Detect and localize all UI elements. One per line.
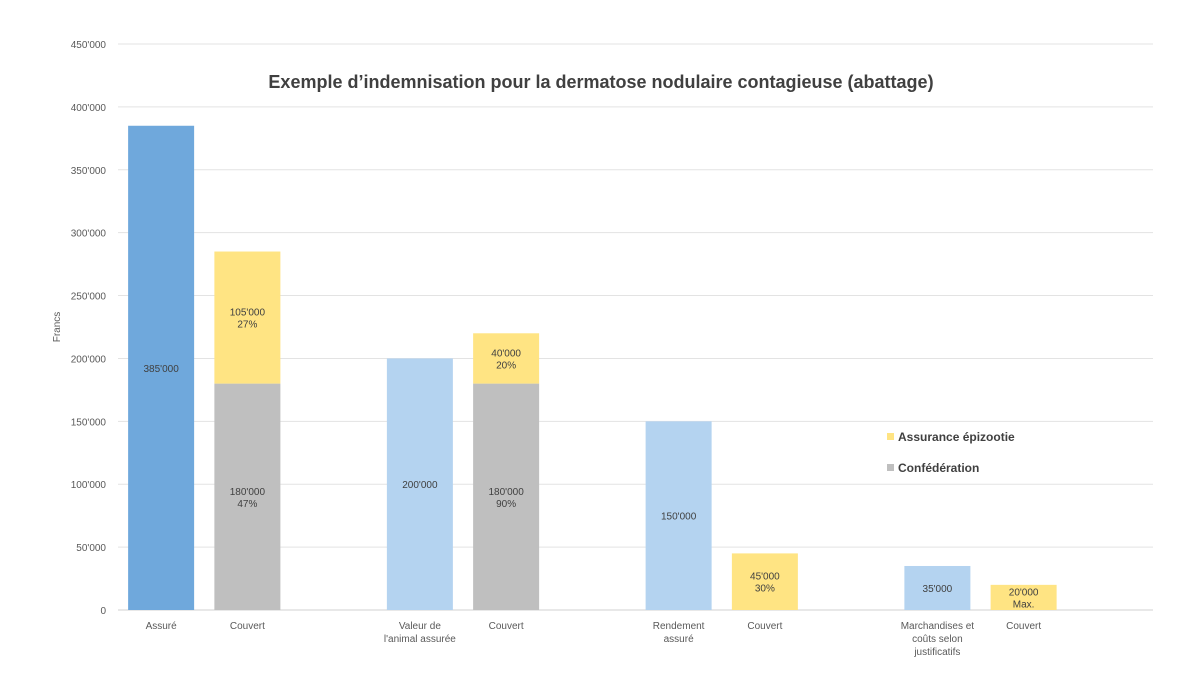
x-tick-label: coûts selon	[912, 634, 963, 645]
data-label: 45'000	[750, 572, 780, 583]
legend-swatch	[887, 464, 894, 471]
y-tick-label: 250'000	[71, 292, 107, 303]
bar-segment	[386, 358, 453, 610]
y-tick-label: 450'000	[71, 40, 107, 51]
x-tick-label: Couvert	[1006, 621, 1041, 632]
gridlines	[118, 43, 1153, 611]
data-label: 90%	[496, 499, 516, 510]
x-tick-label: Assuré	[146, 621, 178, 632]
chart-title: Exemple d’indemnisation pour la dermatos…	[268, 72, 933, 92]
legend-swatch	[887, 433, 894, 440]
bar-segment	[214, 383, 281, 610]
bar-segment	[645, 421, 712, 610]
x-tick-label: Marchandises et	[901, 621, 975, 632]
data-label: 180'000	[488, 487, 524, 498]
y-tick-label: 150'000	[71, 417, 107, 428]
data-label: 30%	[755, 584, 775, 595]
x-tick-label: Couvert	[747, 621, 782, 632]
data-label: 105'000	[230, 308, 266, 319]
data-label: Max.	[1013, 599, 1035, 610]
bar-segment	[473, 333, 540, 384]
bar-segment	[128, 125, 195, 610]
x-tick-label: justificatifs	[913, 647, 960, 658]
bar-segment	[731, 553, 798, 610]
legend: Assurance épizootie Confédération	[887, 430, 1015, 475]
x-tick-label: Couvert	[230, 621, 265, 632]
x-tick-label: Rendement	[653, 621, 705, 632]
x-tick-label: l'animal assurée	[384, 634, 456, 645]
data-label: 200'000	[402, 480, 438, 491]
x-axis-labels: Assuré Couvert Valeur de l'animal assurée Co…	[146, 621, 1042, 658]
y-tick-label: 0	[100, 606, 106, 617]
data-label: 40'000	[491, 348, 521, 359]
data-label: 385'000	[143, 364, 179, 375]
legend-entry: Assurance épizootie	[898, 430, 1015, 444]
data-label: 35'000	[923, 584, 953, 595]
bar-segment	[990, 584, 1057, 610]
data-label: 20'000	[1009, 587, 1039, 598]
legend-entry: Confédération	[898, 461, 979, 475]
x-tick-label: assuré	[664, 634, 694, 645]
bar-segment	[473, 383, 540, 610]
y-tick-label: 100'000	[71, 480, 107, 491]
y-tick-label: 200'000	[71, 354, 107, 365]
data-label: 180'000	[230, 487, 266, 498]
x-tick-label: Couvert	[489, 621, 524, 632]
y-axis-ticks: 0 50'000 100'000 150'000 200'000 250'000 300'0…	[71, 40, 107, 617]
y-axis-label: Francs	[52, 312, 63, 343]
bars: 385'000180'00047%105'00027%200'000180'00…	[128, 125, 1057, 610]
x-tick-label: Valeur de	[399, 621, 442, 632]
data-label: 20%	[496, 360, 516, 371]
data-label: 47%	[237, 499, 257, 510]
data-label: 150'000	[661, 512, 697, 523]
bar-segment	[214, 251, 281, 384]
y-tick-label: 400'000	[71, 103, 107, 114]
y-tick-label: 350'000	[71, 166, 107, 177]
y-tick-label: 50'000	[76, 543, 106, 554]
data-label: 27%	[237, 320, 257, 331]
bar-segment	[904, 565, 971, 610]
y-tick-label: 300'000	[71, 229, 107, 240]
